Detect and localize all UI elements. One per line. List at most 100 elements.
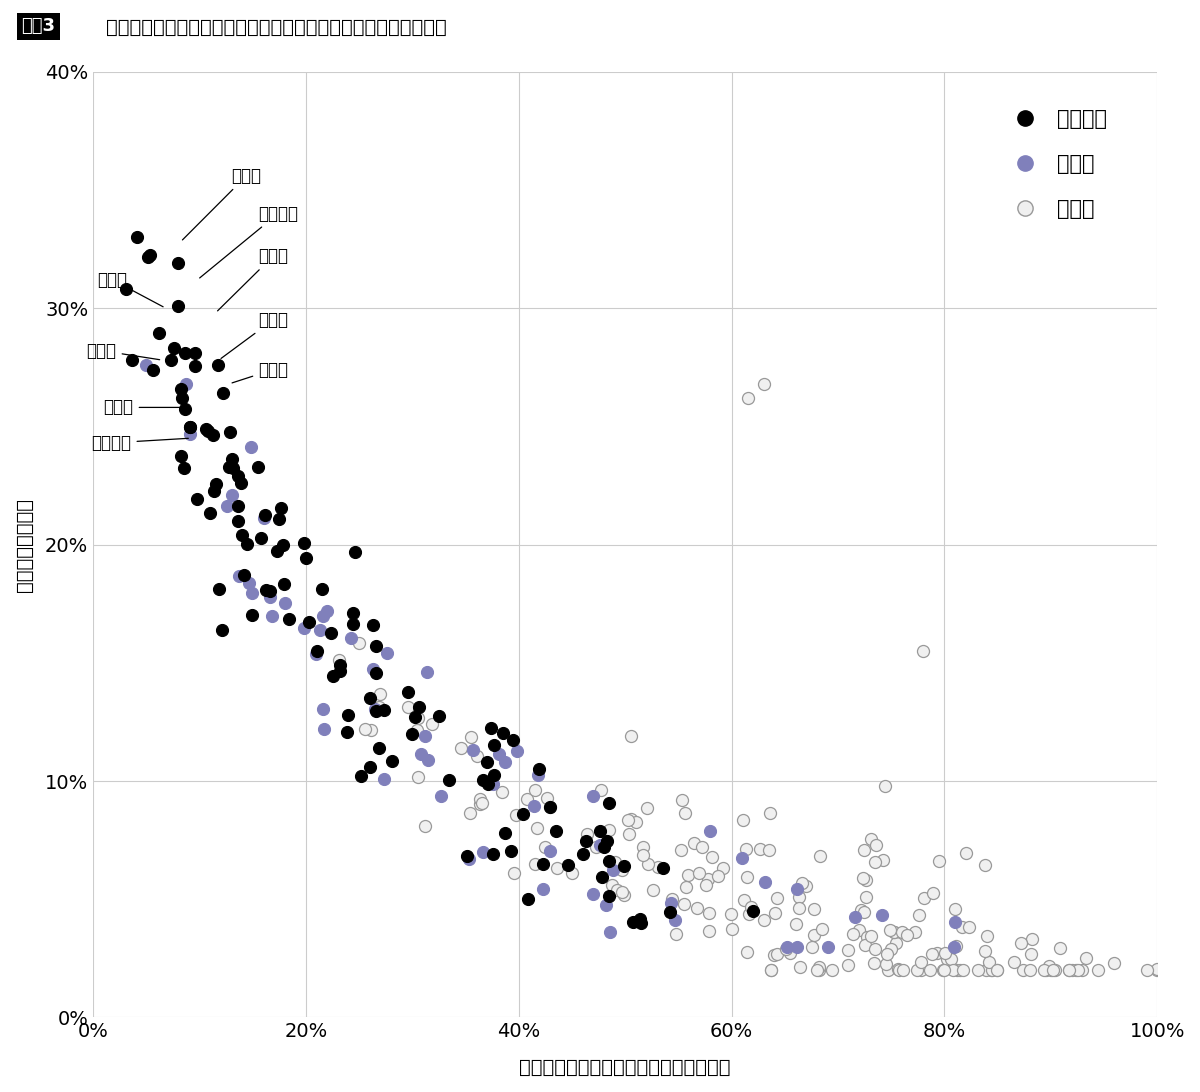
Text: 千代田区: 千代田区 <box>199 204 298 278</box>
一都三県 <box>176 400 196 417</box>
一都三県 <box>330 662 349 679</box>
一都三県 <box>200 505 220 522</box>
その他 <box>1147 961 1166 978</box>
政令市 <box>732 850 751 867</box>
一都三県 <box>220 459 239 476</box>
一都三県 <box>222 450 241 467</box>
一都三県 <box>518 890 538 907</box>
政令市 <box>484 774 503 792</box>
その他 <box>977 961 996 978</box>
その他 <box>1068 961 1087 978</box>
一都三県 <box>594 838 613 855</box>
その他 <box>700 904 719 922</box>
Text: 渋谷区: 渋谷区 <box>217 247 288 311</box>
その他 <box>734 891 754 909</box>
一都三県 <box>256 507 275 524</box>
一都三県 <box>343 616 362 633</box>
その他 <box>1062 961 1081 978</box>
その他 <box>470 791 490 808</box>
その他 <box>797 877 816 894</box>
その他 <box>1020 961 1039 978</box>
その他 <box>888 960 907 977</box>
その他 <box>690 864 709 881</box>
その他 <box>1042 961 1061 978</box>
政令市 <box>419 751 438 769</box>
一都三県 <box>361 759 380 776</box>
一都三県 <box>360 689 379 707</box>
一都三県 <box>374 701 394 719</box>
その他 <box>881 921 900 938</box>
政令市 <box>260 589 280 606</box>
政令市 <box>294 619 313 637</box>
その他 <box>780 945 799 962</box>
一都三県 <box>502 842 521 859</box>
その他 <box>700 922 719 939</box>
その他 <box>920 961 940 978</box>
その他 <box>976 856 995 874</box>
一都三県 <box>343 605 362 622</box>
その他 <box>468 748 487 765</box>
その他 <box>761 805 780 822</box>
政令市 <box>946 913 965 930</box>
その他 <box>742 899 761 916</box>
その他 <box>946 900 965 917</box>
その他 <box>637 799 656 817</box>
その他 <box>866 836 886 854</box>
その他 <box>976 942 995 960</box>
その他 <box>1045 961 1064 978</box>
その他 <box>937 950 956 968</box>
その他 <box>643 881 662 899</box>
一都三県 <box>150 324 169 342</box>
一都三県 <box>474 771 493 788</box>
一都三県 <box>232 526 251 544</box>
その他 <box>1050 940 1069 958</box>
その他 <box>1073 961 1092 978</box>
一都三県 <box>493 724 512 741</box>
その他 <box>506 807 526 824</box>
その他 <box>622 727 641 745</box>
その他 <box>361 721 380 738</box>
その他 <box>894 961 913 978</box>
その他 <box>517 791 536 808</box>
一都三県 <box>175 460 194 477</box>
一都三県 <box>457 847 476 865</box>
その他 <box>686 900 706 917</box>
その他 <box>922 946 941 963</box>
その他 <box>767 946 786 963</box>
その他 <box>540 798 559 816</box>
一都三県 <box>203 426 222 443</box>
一都三県 <box>744 902 763 919</box>
その他 <box>408 769 427 786</box>
一都三県 <box>440 772 460 790</box>
政令市 <box>665 911 684 928</box>
その他 <box>790 900 809 917</box>
その他 <box>876 778 895 795</box>
一都三県 <box>402 725 421 743</box>
一都三県 <box>481 720 500 737</box>
一都三県 <box>116 280 136 297</box>
一都三県 <box>623 913 642 930</box>
その他 <box>1058 961 1078 978</box>
その他 <box>808 961 827 978</box>
その他 <box>634 838 653 855</box>
その他 <box>950 961 970 978</box>
その他 <box>762 961 781 978</box>
Text: 世田谷区: 世田谷区 <box>91 434 188 452</box>
その他 <box>738 868 757 886</box>
一都三県 <box>274 536 293 554</box>
政令市 <box>254 509 274 526</box>
一都三県 <box>271 499 290 517</box>
政令市 <box>944 938 964 956</box>
一都三県 <box>221 424 240 441</box>
その他 <box>877 946 896 963</box>
その他 <box>1022 930 1042 948</box>
一都三県 <box>366 702 385 720</box>
その他 <box>979 953 998 971</box>
一都三県 <box>169 297 188 314</box>
その他 <box>1010 934 1030 951</box>
その他 <box>1138 961 1157 978</box>
その他 <box>776 940 796 958</box>
一都三県 <box>337 723 356 740</box>
その他 <box>736 840 755 857</box>
その他 <box>538 790 557 807</box>
